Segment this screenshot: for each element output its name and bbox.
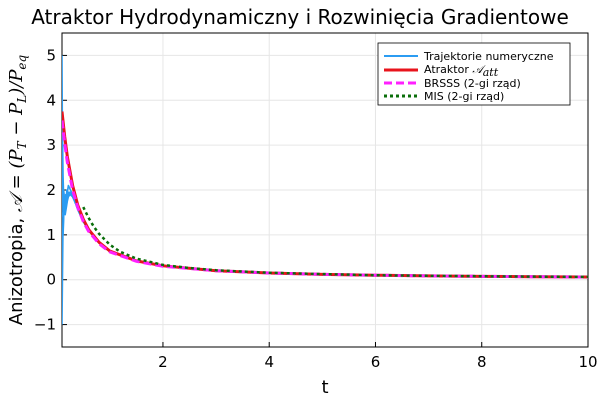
y-tick-label: −1 — [34, 316, 56, 334]
y-axis-label: Anizotropia, 𝒜 = (PT − PL)/Peq — [6, 54, 29, 325]
x-axis-ticks: 2 4 6 8 10 — [158, 342, 598, 371]
x-tick-label: 10 — [578, 353, 597, 371]
y-tick-label: 1 — [46, 226, 56, 244]
y-tick-label: 3 — [46, 136, 56, 154]
y-axis-label-sub3: eq — [15, 54, 29, 69]
series-trajectory-tail — [109, 250, 588, 278]
x-tick-label: 2 — [158, 353, 168, 371]
y-tick-label: 0 — [46, 271, 56, 289]
legend-label-attractor: Atraktor 𝒜att — [424, 63, 499, 79]
legend-label-brsss: BRSSS (2-gi rząd) — [424, 77, 521, 90]
y-axis-label-mid: − P — [6, 102, 27, 142]
y-axis-label-suffix: )/P — [6, 69, 27, 96]
legend: Trajektorie numeryczne Atraktor 𝒜att BRS… — [377, 42, 571, 106]
y-axis-label-sub2: L — [15, 95, 29, 104]
y-tick-label: 2 — [46, 181, 56, 199]
legend-label-mis: MIS (2-gi rząd) — [424, 90, 504, 103]
series-trajectory-line — [62, 189, 111, 325]
series-layer — [62, 55, 588, 325]
x-tick-label: 6 — [371, 353, 381, 371]
y-axis-label-sub1: T — [15, 140, 29, 149]
y-axis-ticks: −1 0 1 2 3 4 5 — [34, 46, 67, 334]
y-axis-label-prefix: Anizotropia, — [6, 212, 27, 325]
chart-title: Atraktor Hydrodynamiczny i Rozwinięcia G… — [31, 5, 569, 29]
series-brsss-line — [62, 120, 588, 279]
svg-text:Anizotropia, 𝒜 = (PT − PL)/Pe: Anizotropia, 𝒜 = (PT − PL)/Peq — [6, 54, 29, 325]
series-attractor-line — [62, 111, 588, 279]
legend-label-trajectories: Trajektorie numeryczne — [423, 50, 554, 63]
y-axis-label-math: 𝒜 = (P — [6, 148, 27, 212]
x-tick-label: 8 — [477, 353, 487, 371]
x-axis-label: t — [321, 377, 328, 398]
x-tick-label: 4 — [264, 353, 274, 371]
y-tick-label: 5 — [46, 46, 56, 64]
y-tick-label: 4 — [46, 91, 56, 109]
